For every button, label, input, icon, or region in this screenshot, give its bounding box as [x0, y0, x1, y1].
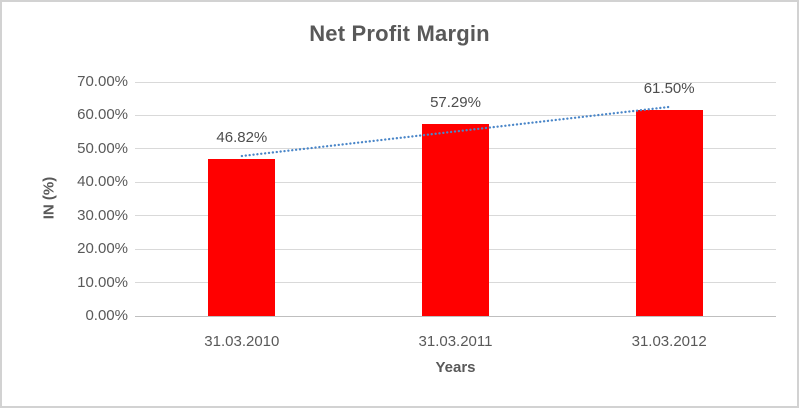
- y-axis-tick-label: 10.00%: [77, 273, 128, 291]
- x-axis-line: [135, 315, 776, 317]
- y-axis-tick-label: 70.00%: [77, 73, 128, 90]
- y-axis-tick-label: 20.00%: [77, 240, 128, 258]
- bar-value-label: 57.29%: [430, 94, 481, 112]
- bar-31.03.2010: [208, 159, 276, 316]
- y-axis-tick-label: 40.00%: [77, 173, 128, 191]
- x-axis-category-label: 31.03.2012: [631, 333, 707, 350]
- y-axis-tick-label: 60.00%: [77, 106, 128, 124]
- y-axis-tick-label: 50.00%: [77, 139, 128, 157]
- x-axis-title: Years: [435, 359, 476, 376]
- y-axis-tick-label: 30.00%: [77, 206, 128, 224]
- horizontal-gridline: [135, 81, 776, 83]
- bar-31.03.2011: [422, 124, 489, 316]
- y-axis-tick-label: 0.00%: [85, 307, 128, 324]
- chart-title: Net Profit Margin: [309, 21, 490, 46]
- x-axis-category-label: 31.03.2010: [204, 333, 280, 350]
- x-axis-category-label: 31.03.2011: [418, 333, 493, 350]
- bar-31.03.2012: [635, 110, 703, 316]
- y-axis-title: IN (%): [40, 176, 58, 220]
- bar-value-label: 61.50%: [643, 80, 695, 98]
- bar-value-label: 46.82%: [216, 129, 268, 147]
